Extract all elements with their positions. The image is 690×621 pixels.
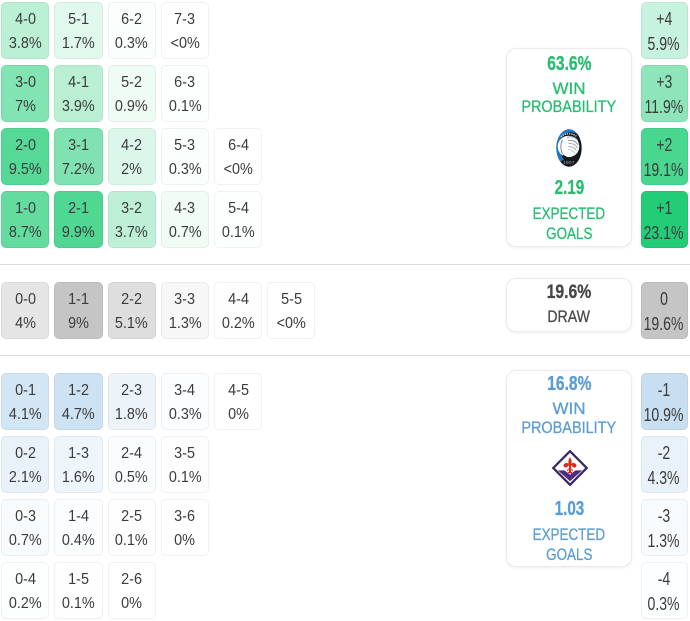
svg-text:1907: 1907 [563, 160, 575, 165]
